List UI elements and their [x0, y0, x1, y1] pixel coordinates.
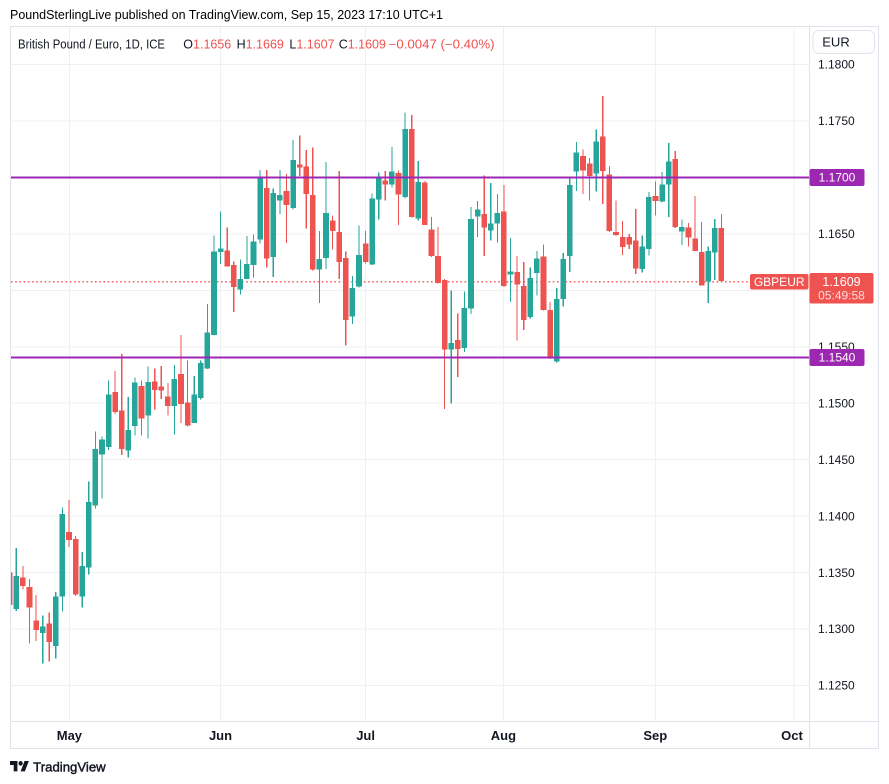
svg-text:1.1800: 1.1800 — [818, 58, 855, 72]
svg-text:1.1400: 1.1400 — [818, 509, 855, 523]
svg-text:Jul: Jul — [356, 728, 375, 743]
svg-text:Jun: Jun — [209, 728, 232, 743]
svg-text:TradingView: TradingView — [33, 759, 106, 774]
svg-text:1.1540: 1.1540 — [819, 351, 856, 365]
svg-text:05:49:58: 05:49:58 — [818, 289, 865, 303]
svg-text:1.1700: 1.1700 — [819, 171, 856, 185]
svg-text:GBPEUR: GBPEUR — [754, 275, 805, 289]
svg-text:1.1300: 1.1300 — [818, 622, 855, 636]
svg-text:Oct: Oct — [781, 728, 803, 743]
svg-text:PoundSterlingLive published on: PoundSterlingLive published on TradingVi… — [10, 7, 443, 22]
svg-text:Sep: Sep — [643, 728, 667, 743]
svg-text:1.1500: 1.1500 — [818, 396, 855, 410]
svg-text:1.1609: 1.1609 — [822, 275, 860, 289]
svg-text:1.1250: 1.1250 — [818, 679, 855, 693]
svg-text:May: May — [57, 728, 83, 743]
svg-text:EUR: EUR — [822, 35, 849, 50]
svg-text:1.1450: 1.1450 — [818, 453, 855, 467]
svg-text:1.1350: 1.1350 — [818, 566, 855, 580]
svg-text:Aug: Aug — [491, 728, 516, 743]
svg-text:1.1650: 1.1650 — [818, 227, 855, 241]
svg-text:1.1750: 1.1750 — [818, 114, 855, 128]
